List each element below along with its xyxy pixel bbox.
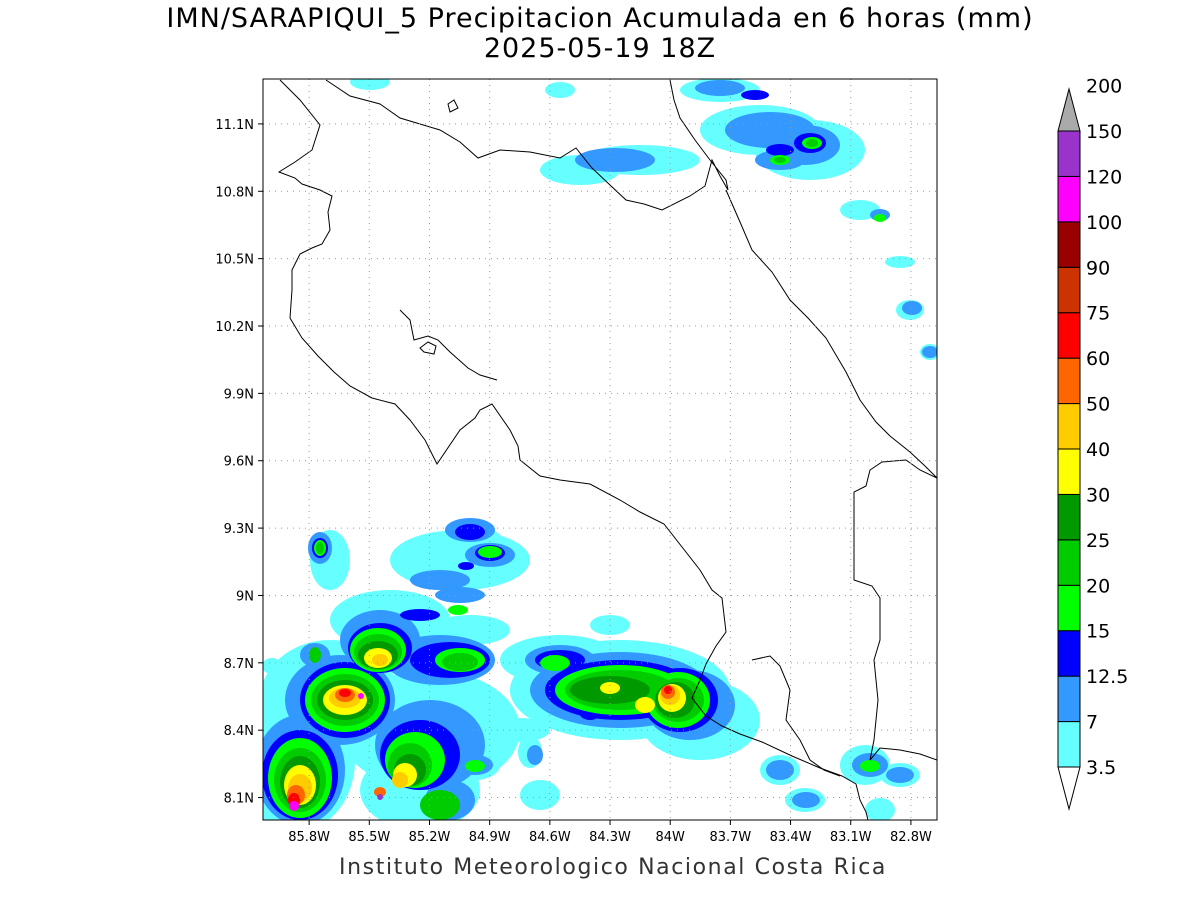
nicaragua-border: [325, 79, 729, 211]
colorbar-level-label: 20: [1086, 575, 1110, 597]
colorbar-level-label: 25: [1086, 530, 1110, 552]
lat-tick-label: 9N: [236, 589, 254, 604]
lat-tick-label: 9.9N: [224, 387, 254, 402]
colorbar-level-label: 60: [1086, 348, 1110, 370]
colorbar-swatch: [1057, 539, 1081, 586]
map-subtitle-datetime: 2025-05-19 18Z: [483, 33, 717, 64]
lat-tick-label: 11.1N: [215, 118, 254, 133]
map-title: IMN/SARAPIQUI_5 Precipitacion Acumulada …: [166, 3, 1034, 34]
colorbar-swatch: [1057, 448, 1081, 495]
colorbar-swatch: [1057, 721, 1081, 768]
colorbar-level-label: 200: [1086, 76, 1122, 98]
colorbar-level-label: 15: [1086, 621, 1110, 643]
colorbar-level-label: 150: [1086, 121, 1122, 143]
lon-tick-label: 83.1W: [830, 830, 872, 845]
colorbar-swatch: [1057, 403, 1081, 450]
lat-tick-label: 9.6N: [224, 455, 254, 470]
small-island-1: [419, 341, 437, 355]
colorbar-level-label: 12.5: [1086, 666, 1128, 688]
colorbar-level-label: 120: [1086, 166, 1122, 188]
colorbar-min-triangle: [1057, 766, 1081, 811]
axis-labels: 11.1N 10.8N 10.5N 10.2N 9.9N 9.6N 9.3N 9N 8.7N 8.…: [215, 118, 932, 845]
graticule: [263, 79, 937, 820]
lon-tick-label: 84.6W: [529, 830, 571, 845]
colorbar-level-label: 40: [1086, 439, 1110, 461]
colorbar-level-label: 90: [1086, 257, 1110, 279]
colorbar-swatch: [1057, 175, 1081, 223]
costa-rica-outline: [277, 79, 857, 785]
lat-tick-label: 9.3N: [224, 522, 254, 537]
burica-peninsula: [855, 783, 869, 820]
lon-tick-label: 82.8W: [890, 830, 932, 845]
osa-peninsula: [751, 655, 841, 777]
colorbar-swatch: [1057, 493, 1081, 541]
caribbean-coast: [725, 189, 937, 479]
lon-tick-label: 84W: [656, 830, 686, 845]
colorbar-swatch: [1057, 630, 1081, 677]
colorbar-level-label: 30: [1086, 484, 1110, 506]
colorbar-level-label: 3.5: [1086, 757, 1116, 779]
plot-frame: [262, 78, 938, 821]
precipitation-field: [263, 79, 937, 820]
lon-tick-label: 85.5W: [348, 830, 390, 845]
lat-tick-label: 10.8N: [215, 185, 254, 200]
lat-tick-label: 8.1N: [224, 792, 254, 807]
coastline-borders: [277, 79, 937, 820]
colorbar-swatch: [1057, 357, 1081, 405]
lat-tick-label: 10.5N: [215, 253, 254, 268]
colorbar-swatch: [1057, 584, 1081, 632]
lon-tick-label: 84.3W: [589, 830, 631, 845]
nicoya-inner-coast: [399, 309, 498, 381]
lon-tick-label: 84.9W: [469, 830, 511, 845]
colorbar-swatch: [1057, 266, 1081, 314]
lat-tick-label: 10.2N: [215, 320, 254, 335]
panama-border: [853, 459, 937, 761]
colorbar-max-triangle: [1057, 87, 1081, 132]
lon-tick-label: 85.2W: [409, 830, 451, 845]
colorbar-level-label: 50: [1086, 394, 1110, 416]
lat-tick-label: 8.4N: [224, 724, 254, 739]
colorbar-level-label: 75: [1086, 303, 1110, 325]
colorbar-swatch: [1057, 221, 1081, 268]
colorbar-swatch: [1057, 312, 1081, 359]
colorbar-swatch: [1057, 130, 1081, 177]
colorbar-level-label: 100: [1086, 212, 1122, 234]
institution-credit: Instituto Meteorologico Nacional Costa R…: [339, 855, 887, 880]
small-island-2: [447, 99, 459, 113]
colorbar-legend: 3.5 7 12.5 15 20 25 30 40 50 60 75 90 100 120 150 200: [1057, 76, 1128, 811]
lon-tick-label: 85.8W: [288, 830, 330, 845]
colorbar-level-label: 7: [1086, 712, 1098, 734]
colorbar-swatch: [1057, 675, 1081, 723]
lon-tick-label: 83.7W: [709, 830, 751, 845]
lat-tick-label: 8.7N: [224, 657, 254, 672]
lon-tick-label: 83.4W: [770, 830, 812, 845]
